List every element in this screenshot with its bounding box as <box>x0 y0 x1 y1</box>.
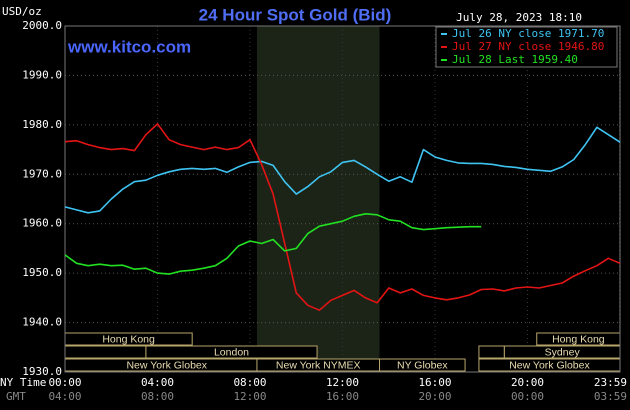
y-tick-label: 1980.0 <box>22 118 62 131</box>
series-line <box>64 123 621 311</box>
x-tick-label: 08:00 <box>233 376 266 389</box>
x-tick-label: 04:00 <box>141 376 174 389</box>
x-tick-label: 16:00 <box>418 376 451 389</box>
y-tick-label: 1940.0 <box>22 316 62 329</box>
session-box <box>478 345 505 359</box>
y-tick-label: 1930.0 <box>22 365 62 378</box>
x2-tick-label: 04:00 <box>48 390 81 403</box>
watermark: www.kitco.com <box>67 37 191 56</box>
session-label: Sydney <box>545 346 581 358</box>
y-tick-label: 1950.0 <box>22 266 62 279</box>
x2-tick-label: 20:00 <box>418 390 451 403</box>
y-tick-label: 2000.0 <box>22 19 62 32</box>
x-axis-label: NY Time <box>0 376 46 389</box>
timestamp: July 28, 2023 18:10 <box>456 11 582 24</box>
session-box <box>64 345 147 359</box>
session-label: New York NYMEX <box>276 359 361 371</box>
x2-tick-label: 16:00 <box>326 390 359 403</box>
series-line <box>64 126 621 214</box>
plot-frame <box>64 25 621 373</box>
x2-tick-label: 00:00 <box>511 390 544 403</box>
session-label: Hong Kong <box>102 333 155 345</box>
shaded-region <box>256 26 380 372</box>
session-label: Hong Kong <box>552 333 605 345</box>
x2-axis-label: GMT <box>6 390 26 403</box>
x2-tick-label: 03:59 <box>594 390 627 403</box>
session-label: New York Globex <box>509 359 590 371</box>
chart-title: 24 Hour Spot Gold (Bid) <box>199 5 392 24</box>
session-label: New York Globex <box>126 359 207 371</box>
x-tick-label: 12:00 <box>326 376 359 389</box>
session-box <box>379 358 466 372</box>
series-line <box>64 213 482 275</box>
y-tick-label: 1970.0 <box>22 167 62 180</box>
y-tick-label: 1960.0 <box>22 217 62 230</box>
x2-tick-label: 12:00 <box>233 390 266 403</box>
y-unit: USD/oz <box>2 5 42 18</box>
y-tick-label: 1990.0 <box>22 68 62 81</box>
session-label: London <box>214 346 249 358</box>
legend-box <box>435 26 618 68</box>
x-tick-label: 23:59 <box>594 376 627 389</box>
x2-tick-label: 08:00 <box>141 390 174 403</box>
session-label: NY Globex <box>397 359 448 371</box>
legend-label: Jul 26 NY close 1971.70 <box>452 27 604 40</box>
legend-label: Jul 27 NY close 1946.80 <box>452 40 604 53</box>
session-box <box>145 345 318 359</box>
x-tick-label: 20:00 <box>511 376 544 389</box>
x-tick-label: 00:00 <box>48 376 81 389</box>
legend-label: Jul 28 Last 1959.40 <box>452 53 578 66</box>
